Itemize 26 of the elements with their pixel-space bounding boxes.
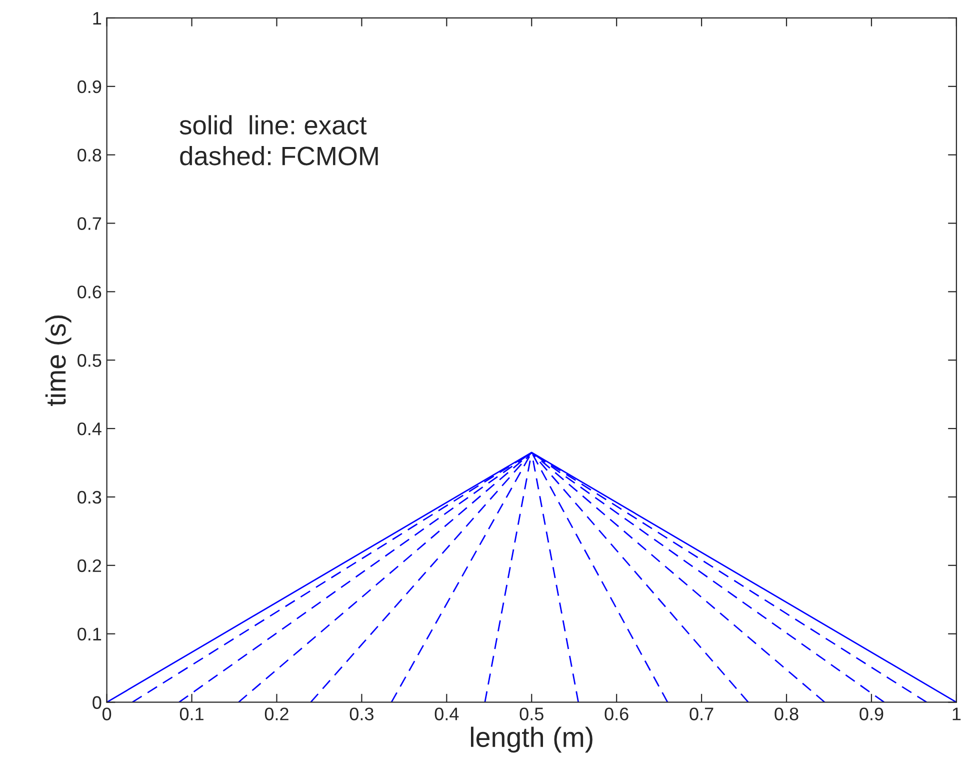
y-tick-label: 0.1 [78, 628, 102, 641]
x-tick-label: 0.8 [774, 708, 798, 720]
y-tick-label: 0 [92, 696, 102, 709]
annotation: solid line: exact [180, 115, 367, 135]
y-tick-label: 0.8 [78, 148, 102, 162]
x-tick-label: 0.5 [520, 708, 544, 720]
x-tick-label: 0.3 [350, 708, 374, 720]
x-tick-label: 0.4 [434, 708, 459, 720]
x-tick-label: 0.1 [180, 708, 204, 720]
y-tick-label: 0.9 [78, 80, 102, 94]
x-tick-label: 0.7 [690, 708, 714, 720]
x-tick-label: 0.9 [860, 708, 884, 720]
x-tick-label: 0.6 [604, 708, 628, 720]
y-tick-label: 0.4 [78, 422, 102, 436]
y-tick-label: 0.3 [78, 490, 102, 504]
y-tick-label: 0.2 [78, 559, 102, 572]
annotation: dashed: FCMOM [180, 146, 378, 166]
x-tick-label: 0.2 [264, 708, 288, 720]
x-axis-title: length (m) [470, 726, 592, 753]
y-tick-label: 1 [93, 12, 102, 25]
x-tick-label: 0 [102, 708, 112, 720]
y-tick-label: 0.6 [78, 286, 102, 298]
y-tick-label: 0.7 [78, 217, 102, 230]
y-axis-title: time (s) [45, 316, 72, 406]
x-tick-label: 1 [952, 708, 961, 720]
y-tick-label: 0.5 [78, 354, 102, 367]
